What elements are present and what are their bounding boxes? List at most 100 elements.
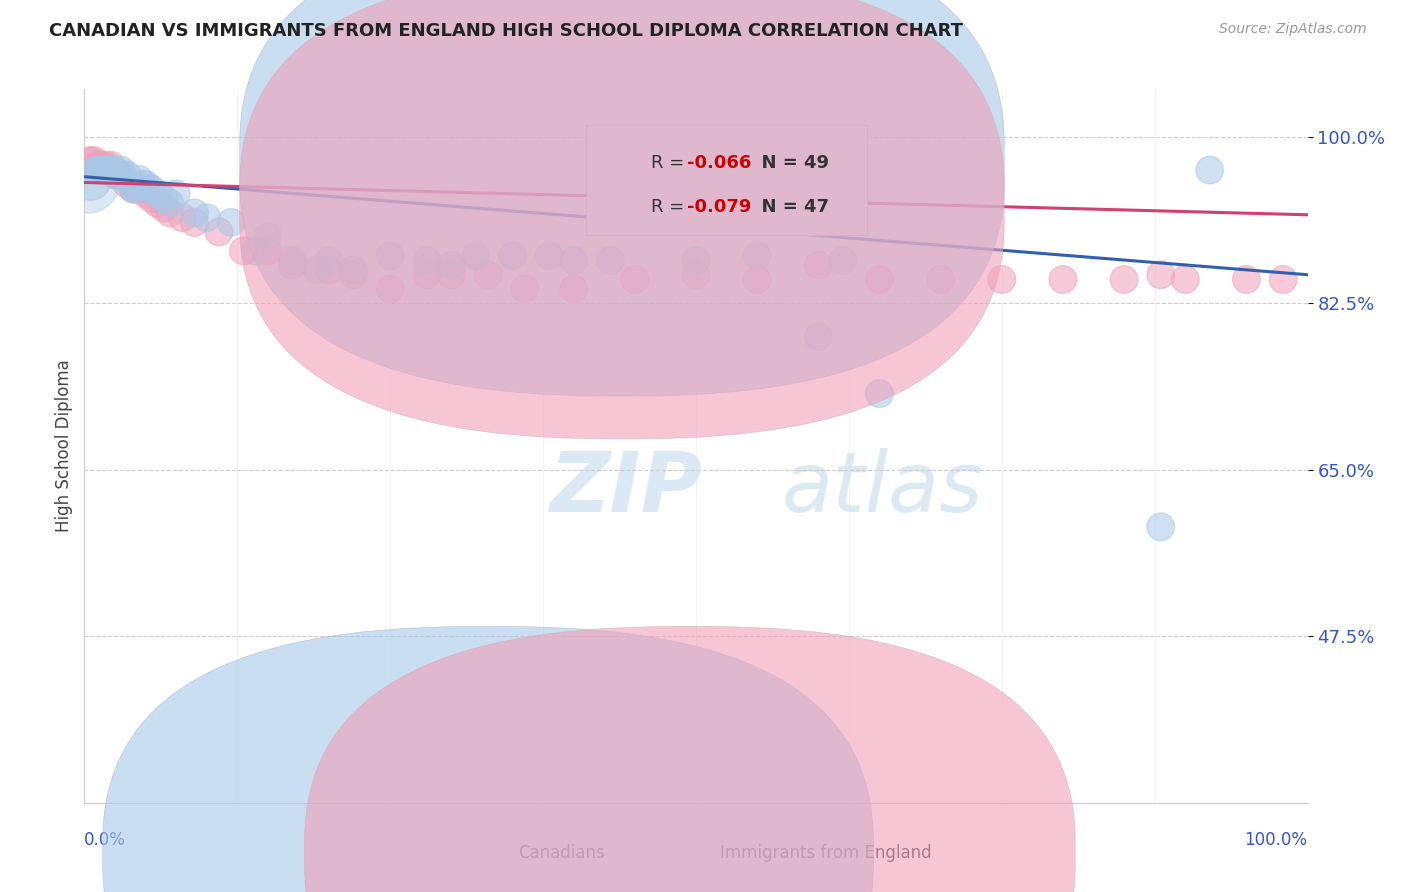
Point <box>135 186 157 201</box>
Point <box>104 163 127 178</box>
Point <box>562 253 585 268</box>
Point <box>87 163 110 178</box>
Point <box>1150 268 1173 282</box>
Point <box>153 201 176 215</box>
FancyBboxPatch shape <box>239 0 1004 396</box>
Point <box>86 163 108 178</box>
Point <box>153 192 176 206</box>
Point <box>513 282 536 296</box>
Point <box>183 215 205 229</box>
Point <box>195 211 218 225</box>
Point <box>245 244 267 258</box>
Point <box>318 263 340 277</box>
Text: -0.066: -0.066 <box>688 153 752 171</box>
Point <box>869 386 891 401</box>
Point <box>100 158 122 172</box>
Point <box>1272 272 1295 286</box>
Text: N = 47: N = 47 <box>748 198 828 216</box>
Point <box>538 249 561 263</box>
Point <box>93 163 115 178</box>
FancyBboxPatch shape <box>305 626 1076 892</box>
Point <box>83 153 105 168</box>
Point <box>380 282 402 296</box>
Point <box>165 186 187 201</box>
Point <box>128 182 150 196</box>
Point <box>107 168 129 182</box>
Point <box>87 158 110 172</box>
Point <box>112 168 135 182</box>
Point <box>122 182 145 196</box>
FancyBboxPatch shape <box>239 0 1004 439</box>
Point <box>96 163 118 178</box>
Point <box>281 258 304 272</box>
Point <box>232 244 254 258</box>
Text: ZIP: ZIP <box>550 449 702 529</box>
Point <box>807 329 830 343</box>
Text: Source: ZipAtlas.com: Source: ZipAtlas.com <box>1219 22 1367 37</box>
Point <box>1150 520 1173 534</box>
Point <box>929 272 952 286</box>
Y-axis label: High School Diploma: High School Diploma <box>55 359 73 533</box>
Point <box>110 168 132 182</box>
Point <box>416 253 439 268</box>
Point <box>183 206 205 220</box>
Point <box>747 249 769 263</box>
Point <box>122 182 145 196</box>
Point <box>1198 163 1220 178</box>
Point <box>125 182 148 196</box>
Point <box>172 211 194 225</box>
Point <box>464 249 486 263</box>
Point <box>97 163 120 178</box>
Text: Canadians: Canadians <box>519 844 606 862</box>
Point <box>104 168 127 182</box>
Point <box>502 249 524 263</box>
FancyBboxPatch shape <box>103 626 873 892</box>
Point <box>685 253 707 268</box>
Point <box>79 153 101 168</box>
Point <box>115 178 138 192</box>
Point <box>305 263 328 277</box>
Point <box>281 253 304 268</box>
Point <box>120 178 142 192</box>
Point <box>208 225 231 239</box>
Point <box>159 196 181 211</box>
Point <box>1236 272 1258 286</box>
Point <box>219 215 242 229</box>
Point <box>76 172 98 186</box>
Point <box>159 206 181 220</box>
Point <box>1052 272 1074 286</box>
Text: -0.079: -0.079 <box>688 198 752 216</box>
Text: R =: R = <box>651 153 690 171</box>
Point <box>747 272 769 286</box>
Point <box>807 258 830 272</box>
Point <box>100 163 122 178</box>
Point <box>128 172 150 186</box>
Point <box>477 268 499 282</box>
Point <box>146 196 169 211</box>
Point <box>1174 272 1197 286</box>
Point <box>90 163 112 178</box>
Point <box>342 268 364 282</box>
Point <box>257 244 280 258</box>
Text: 0.0%: 0.0% <box>84 831 127 849</box>
Point <box>135 178 157 192</box>
Point <box>624 272 647 286</box>
Text: Immigrants from England: Immigrants from England <box>720 844 932 862</box>
Point <box>1114 272 1136 286</box>
Point <box>97 163 120 178</box>
Point <box>440 268 463 282</box>
Point <box>91 158 114 172</box>
Point <box>831 253 853 268</box>
Point <box>141 192 163 206</box>
Point <box>86 158 108 172</box>
Point <box>599 253 621 268</box>
Point <box>104 168 127 182</box>
FancyBboxPatch shape <box>586 125 868 235</box>
Point <box>416 268 439 282</box>
Point <box>91 163 114 178</box>
Point <box>96 158 118 172</box>
Point <box>79 172 101 186</box>
Point <box>257 229 280 244</box>
Text: 100.0%: 100.0% <box>1244 831 1308 849</box>
Point <box>318 253 340 268</box>
